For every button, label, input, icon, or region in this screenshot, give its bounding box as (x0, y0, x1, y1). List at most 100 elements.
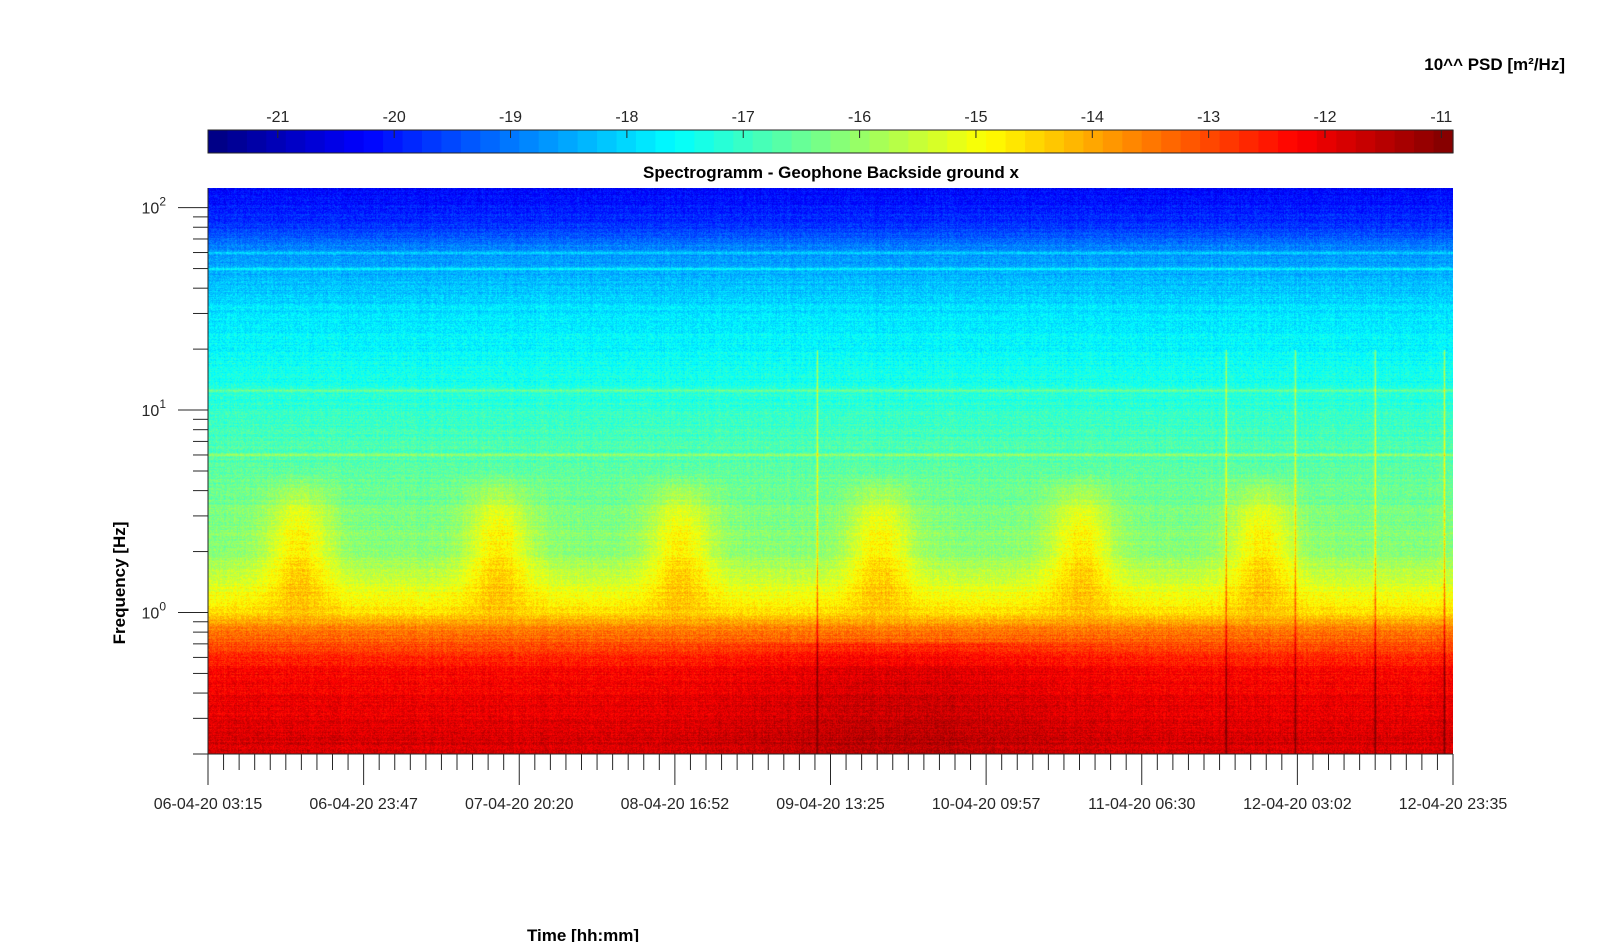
x-tick-label: 12-04-20 23:35 (1399, 796, 1508, 813)
colorbar-segment (888, 130, 909, 153)
x-tick-label: 11-04-20 06:30 (1088, 796, 1195, 813)
y-tick-base: 10 (142, 403, 160, 420)
colorbar-tick-label: -20 (383, 109, 406, 126)
colorbar-segment (1141, 130, 1162, 153)
colorbar-segment (1433, 130, 1454, 153)
colorbar-segment (246, 130, 267, 153)
colorbar-segment (1180, 130, 1201, 153)
plot-area (208, 188, 1453, 754)
colorbar-tick-label: -13 (1197, 109, 1220, 126)
y-tick-base: 10 (142, 606, 160, 623)
colorbar-segment (519, 130, 540, 153)
x-axis: 06-04-20 03:15 06-04-20 23:47 07-04-20 20:… (154, 753, 1508, 813)
y-tick-exponent: 2 (159, 195, 166, 209)
colorbar-segment (849, 130, 870, 153)
colorbar-segment (1200, 130, 1221, 153)
colorbar-segment (266, 130, 287, 153)
y-tick-exponent: 0 (159, 600, 166, 614)
colorbar-segment (752, 130, 773, 153)
colorbar-segment (1277, 130, 1298, 153)
colorbar-segment (208, 130, 229, 153)
colorbar-segment (285, 130, 306, 153)
y-tick-base: 10 (142, 201, 160, 218)
x-tick-label: 08-04-20 16:52 (621, 796, 730, 813)
colorbar-segment (305, 130, 326, 153)
y-axis-label: Frequency [Hz] (110, 522, 129, 645)
colorbar-segment (772, 130, 793, 153)
colorbar-segment (577, 130, 598, 153)
colorbar-segment (966, 130, 987, 153)
colorbar-segment (1219, 130, 1240, 153)
colorbar-tick-label: -14 (1081, 109, 1104, 126)
colorbar-segment (1258, 130, 1279, 153)
colorbar-segment (616, 130, 637, 153)
colorbar-segment (1375, 130, 1396, 153)
colorbar-segment (227, 130, 248, 153)
colorbar-segment (1336, 130, 1357, 153)
x-tick-label: 12-04-20 03:02 (1243, 796, 1352, 813)
colorbar-tick-label: -18 (615, 109, 638, 126)
colorbar-segment (947, 130, 968, 153)
colorbar-segment (694, 130, 715, 153)
colorbar-label: 10^^ PSD [m²/Hz] (1424, 55, 1565, 74)
colorbar-segment (597, 130, 618, 153)
colorbar-segment (558, 130, 579, 153)
colorbar-segment (1414, 130, 1435, 153)
colorbar-segment (674, 130, 695, 153)
colorbar-ticks: -21 -20 -19 -18 -17 -16 -15 -14 -13 -12 -11 (266, 109, 1452, 138)
colorbar-segment (1316, 130, 1337, 153)
colorbar-frame (207, 129, 1454, 154)
chart-title: Spectrogramm - Geophone Backside ground … (643, 163, 1020, 182)
x-tick-label: 06-04-20 03:15 (154, 796, 263, 813)
colorbar-segment (383, 130, 404, 153)
colorbar-segment (441, 130, 462, 153)
colorbar-segment (1122, 130, 1143, 153)
colorbar-segment (421, 130, 443, 153)
colorbar-segment (869, 130, 890, 153)
spectrogram-image (208, 188, 1453, 754)
colorbar-tick-label: -15 (964, 109, 987, 126)
colorbar-segment (402, 130, 423, 153)
x-tick-label: 09-04-20 13:25 (776, 796, 885, 813)
x-axis-label: Time [hh:mm] (527, 926, 639, 942)
colorbar-segment (1083, 130, 1104, 153)
colorbar-segment (811, 130, 832, 153)
colorbar-segment (324, 130, 345, 153)
colorbar-segment (986, 130, 1007, 153)
colorbar-segment (1044, 130, 1065, 153)
colorbar-tick-label: -21 (266, 109, 289, 126)
y-tick-label: 100 (142, 600, 167, 623)
colorbar-segment (655, 130, 676, 153)
colorbar-segment (499, 130, 520, 153)
colorbar-segment (908, 130, 929, 153)
colorbar-segment (791, 130, 812, 153)
colorbar-segment (480, 130, 501, 153)
colorbar-segment (1005, 130, 1026, 153)
colorbar-tick-label: -12 (1313, 109, 1336, 126)
colorbar-segment (1297, 130, 1318, 153)
colorbar-segment (927, 130, 948, 153)
colorbar-tick-label: -19 (499, 109, 522, 126)
x-tick-label: 07-04-20 20:20 (465, 796, 574, 813)
colorbar-tick-label: -16 (848, 109, 871, 126)
colorbar: -21 -20 -19 -18 -17 -16 -15 -14 -13 -12 -11 (207, 109, 1454, 154)
colorbar-segment (363, 130, 384, 153)
colorbar-segment (733, 130, 754, 153)
y-tick-label: 101 (142, 397, 167, 420)
colorbar-segment (538, 130, 559, 153)
colorbar-segment (1102, 130, 1123, 153)
colorbar-segment (460, 130, 481, 153)
colorbar-segment (1239, 130, 1260, 153)
colorbar-segment (1161, 130, 1182, 153)
y-tick-label: 102 (142, 195, 167, 218)
colorbar-segments (208, 130, 1454, 153)
colorbar-segment (635, 130, 657, 153)
colorbar-segment (344, 130, 365, 153)
colorbar-tick-label: -17 (732, 109, 755, 126)
x-tick-label: 06-04-20 23:47 (309, 796, 418, 813)
y-tick-exponent: 1 (159, 397, 166, 411)
colorbar-segment (1394, 130, 1415, 153)
colorbar-segment (1025, 130, 1046, 153)
